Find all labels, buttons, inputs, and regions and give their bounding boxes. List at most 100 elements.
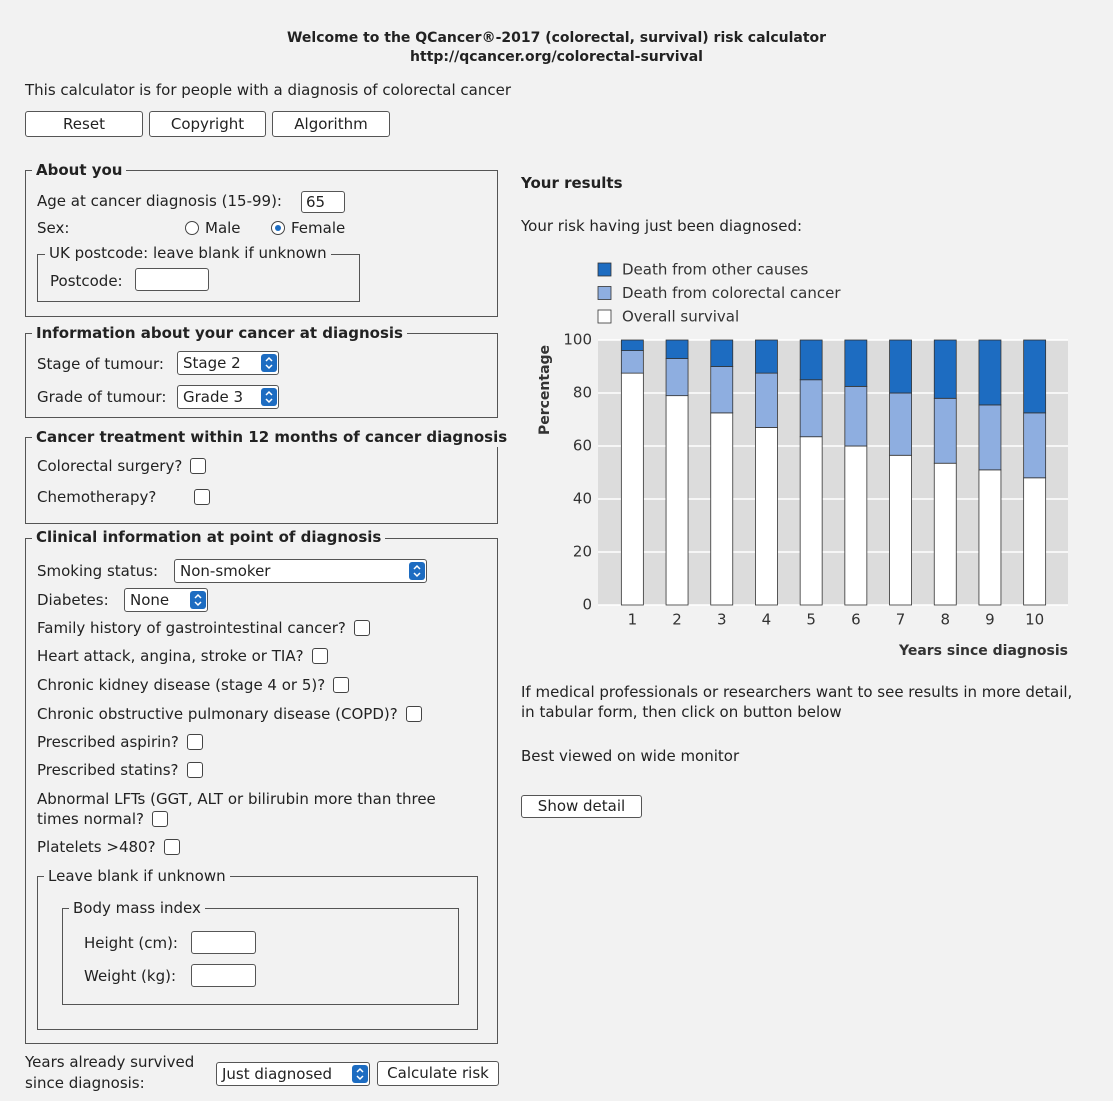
check-row[interactable]: Colorectal surgery? — [37, 456, 207, 476]
legend: Clinical information at point of diagnos… — [32, 527, 386, 547]
show-detail-button[interactable]: Show detail — [521, 795, 642, 818]
stage-select[interactable]: Stage 2 — [177, 351, 279, 375]
label: Diabetes: — [37, 591, 109, 609]
calculate-button[interactable]: Calculate risk — [377, 1061, 499, 1086]
bar-segment — [620, 339, 644, 352]
checkbox[interactable] — [405, 706, 422, 722]
algorithm-button[interactable]: Algorithm — [272, 111, 390, 137]
radio[interactable] — [271, 221, 285, 235]
smoking-select[interactable]: Non-smoker — [174, 559, 427, 583]
bar-segment — [978, 404, 1002, 471]
weight-input[interactable] — [191, 964, 256, 987]
arrow — [261, 388, 277, 406]
label: Female — [291, 219, 346, 237]
checkbox[interactable] — [163, 839, 180, 855]
check-row[interactable]: Chronic obstructive pulmonary disease (C… — [37, 704, 422, 724]
checkbox[interactable] — [152, 811, 168, 827]
x-tick-label: 9 — [985, 611, 995, 629]
arrow — [190, 591, 206, 609]
bar-segment — [844, 445, 868, 606]
diabetes-select[interactable]: None — [124, 588, 208, 612]
check-row[interactable]: Family history of gastrointestinal cance… — [37, 618, 370, 638]
checkbox[interactable] — [194, 489, 211, 505]
bar-segment — [844, 339, 868, 387]
x-tick-label: 7 — [896, 611, 906, 629]
check-row[interactable]: Chemotherapy? — [37, 487, 211, 507]
url: http://qcancer.org/colorectal-survival — [410, 49, 703, 65]
checkbox[interactable] — [311, 648, 328, 664]
x-tick-label: 8 — [940, 611, 950, 629]
checkbox[interactable] — [186, 734, 203, 750]
check-row[interactable]: Chronic kidney disease (stage 4 or 5)? — [37, 675, 350, 695]
label: Colorectal surgery? — [37, 457, 183, 475]
label: Abnormal LFTs (GGT, ALT or bilirubin mor… — [37, 790, 436, 808]
value: Just diagnosed — [222, 1065, 333, 1083]
legend-swatch — [597, 309, 612, 324]
bar-segment — [665, 339, 689, 359]
value: Grade 3 — [183, 388, 244, 406]
label: Male — [205, 219, 241, 237]
fieldset — [25, 170, 498, 317]
results-subtitle: Your risk having just been diagnosed: — [521, 217, 803, 235]
x-axis-label: Years since diagnosis — [898, 643, 1068, 659]
label: Chronic kidney disease (stage 4 or 5)? — [37, 676, 326, 694]
checkbox[interactable] — [333, 677, 350, 693]
radio-male[interactable]: Male — [185, 218, 241, 238]
bar-segment — [799, 339, 823, 381]
label: Postcode: — [50, 272, 123, 290]
bar-segment — [755, 339, 778, 374]
label: Chronic obstructive pulmonary disease (C… — [37, 705, 398, 723]
height-input[interactable] — [191, 931, 256, 954]
label: Height (cm): — [84, 934, 178, 952]
legend: UK postcode: leave blank if unknown — [45, 243, 331, 263]
copyright-button[interactable]: Copyright — [149, 111, 266, 137]
x-tick-label: 4 — [762, 611, 772, 629]
radio[interactable] — [185, 221, 199, 235]
radio-female[interactable]: Female — [271, 218, 345, 238]
bar-segment — [1023, 477, 1047, 606]
check-row[interactable]: Prescribed statins? — [37, 760, 203, 780]
check-row[interactable]: Platelets >480? — [37, 837, 180, 857]
check-row[interactable]: Prescribed aspirin? — [37, 732, 203, 752]
bar-segment — [978, 469, 1002, 606]
checkbox[interactable] — [353, 620, 370, 636]
legend-label: Death from other causes — [622, 261, 809, 279]
legend-label: Death from colorectal cancer — [622, 284, 841, 302]
wide-text: Best viewed on wide monitor — [521, 747, 740, 765]
check-row[interactable]: times normal? — [37, 809, 168, 829]
legend: About you — [32, 160, 127, 180]
arrow-icon — [194, 593, 202, 607]
intro: This calculator is for people with a dia… — [25, 81, 511, 99]
grade-select[interactable]: Grade 3 — [177, 385, 279, 409]
bar-segment — [799, 436, 823, 606]
legend-swatch — [597, 262, 612, 277]
reset-button[interactable]: Reset — [25, 111, 143, 137]
bar-segment — [844, 385, 868, 447]
x-tick-label: 3 — [717, 611, 727, 629]
legend: Body mass index — [69, 898, 205, 918]
y-tick-label: 0 — [582, 596, 592, 614]
bar-segment — [665, 358, 689, 397]
bar-segment — [933, 397, 957, 464]
label: Weight (kg): — [84, 967, 176, 985]
plot-background — [598, 340, 1068, 605]
check-row[interactable]: Heart attack, angina, stroke or TIA? — [37, 646, 328, 666]
legend: Information about your cancer at diagnos… — [32, 323, 407, 343]
bar-segment — [933, 339, 957, 399]
checkbox[interactable] — [190, 458, 207, 474]
bar-segment — [755, 427, 778, 606]
age-input[interactable]: 65 — [301, 191, 345, 213]
bar-segment — [710, 366, 734, 414]
bar-segment — [889, 454, 912, 606]
years-select[interactable]: Just diagnosed — [216, 1062, 370, 1086]
x-tick-label: 5 — [806, 611, 816, 629]
label: Prescribed statins? — [37, 761, 179, 779]
y-axis-label: Percentage — [537, 345, 553, 435]
postcode-input[interactable] — [135, 268, 209, 291]
checkbox[interactable] — [186, 762, 203, 778]
label: Family history of gastrointestinal cance… — [37, 619, 346, 637]
label: Years already survived — [25, 1053, 195, 1071]
x-tick-label: 1 — [628, 611, 638, 629]
fieldset — [37, 876, 478, 1030]
label: Heart attack, angina, stroke or TIA? — [37, 647, 304, 665]
